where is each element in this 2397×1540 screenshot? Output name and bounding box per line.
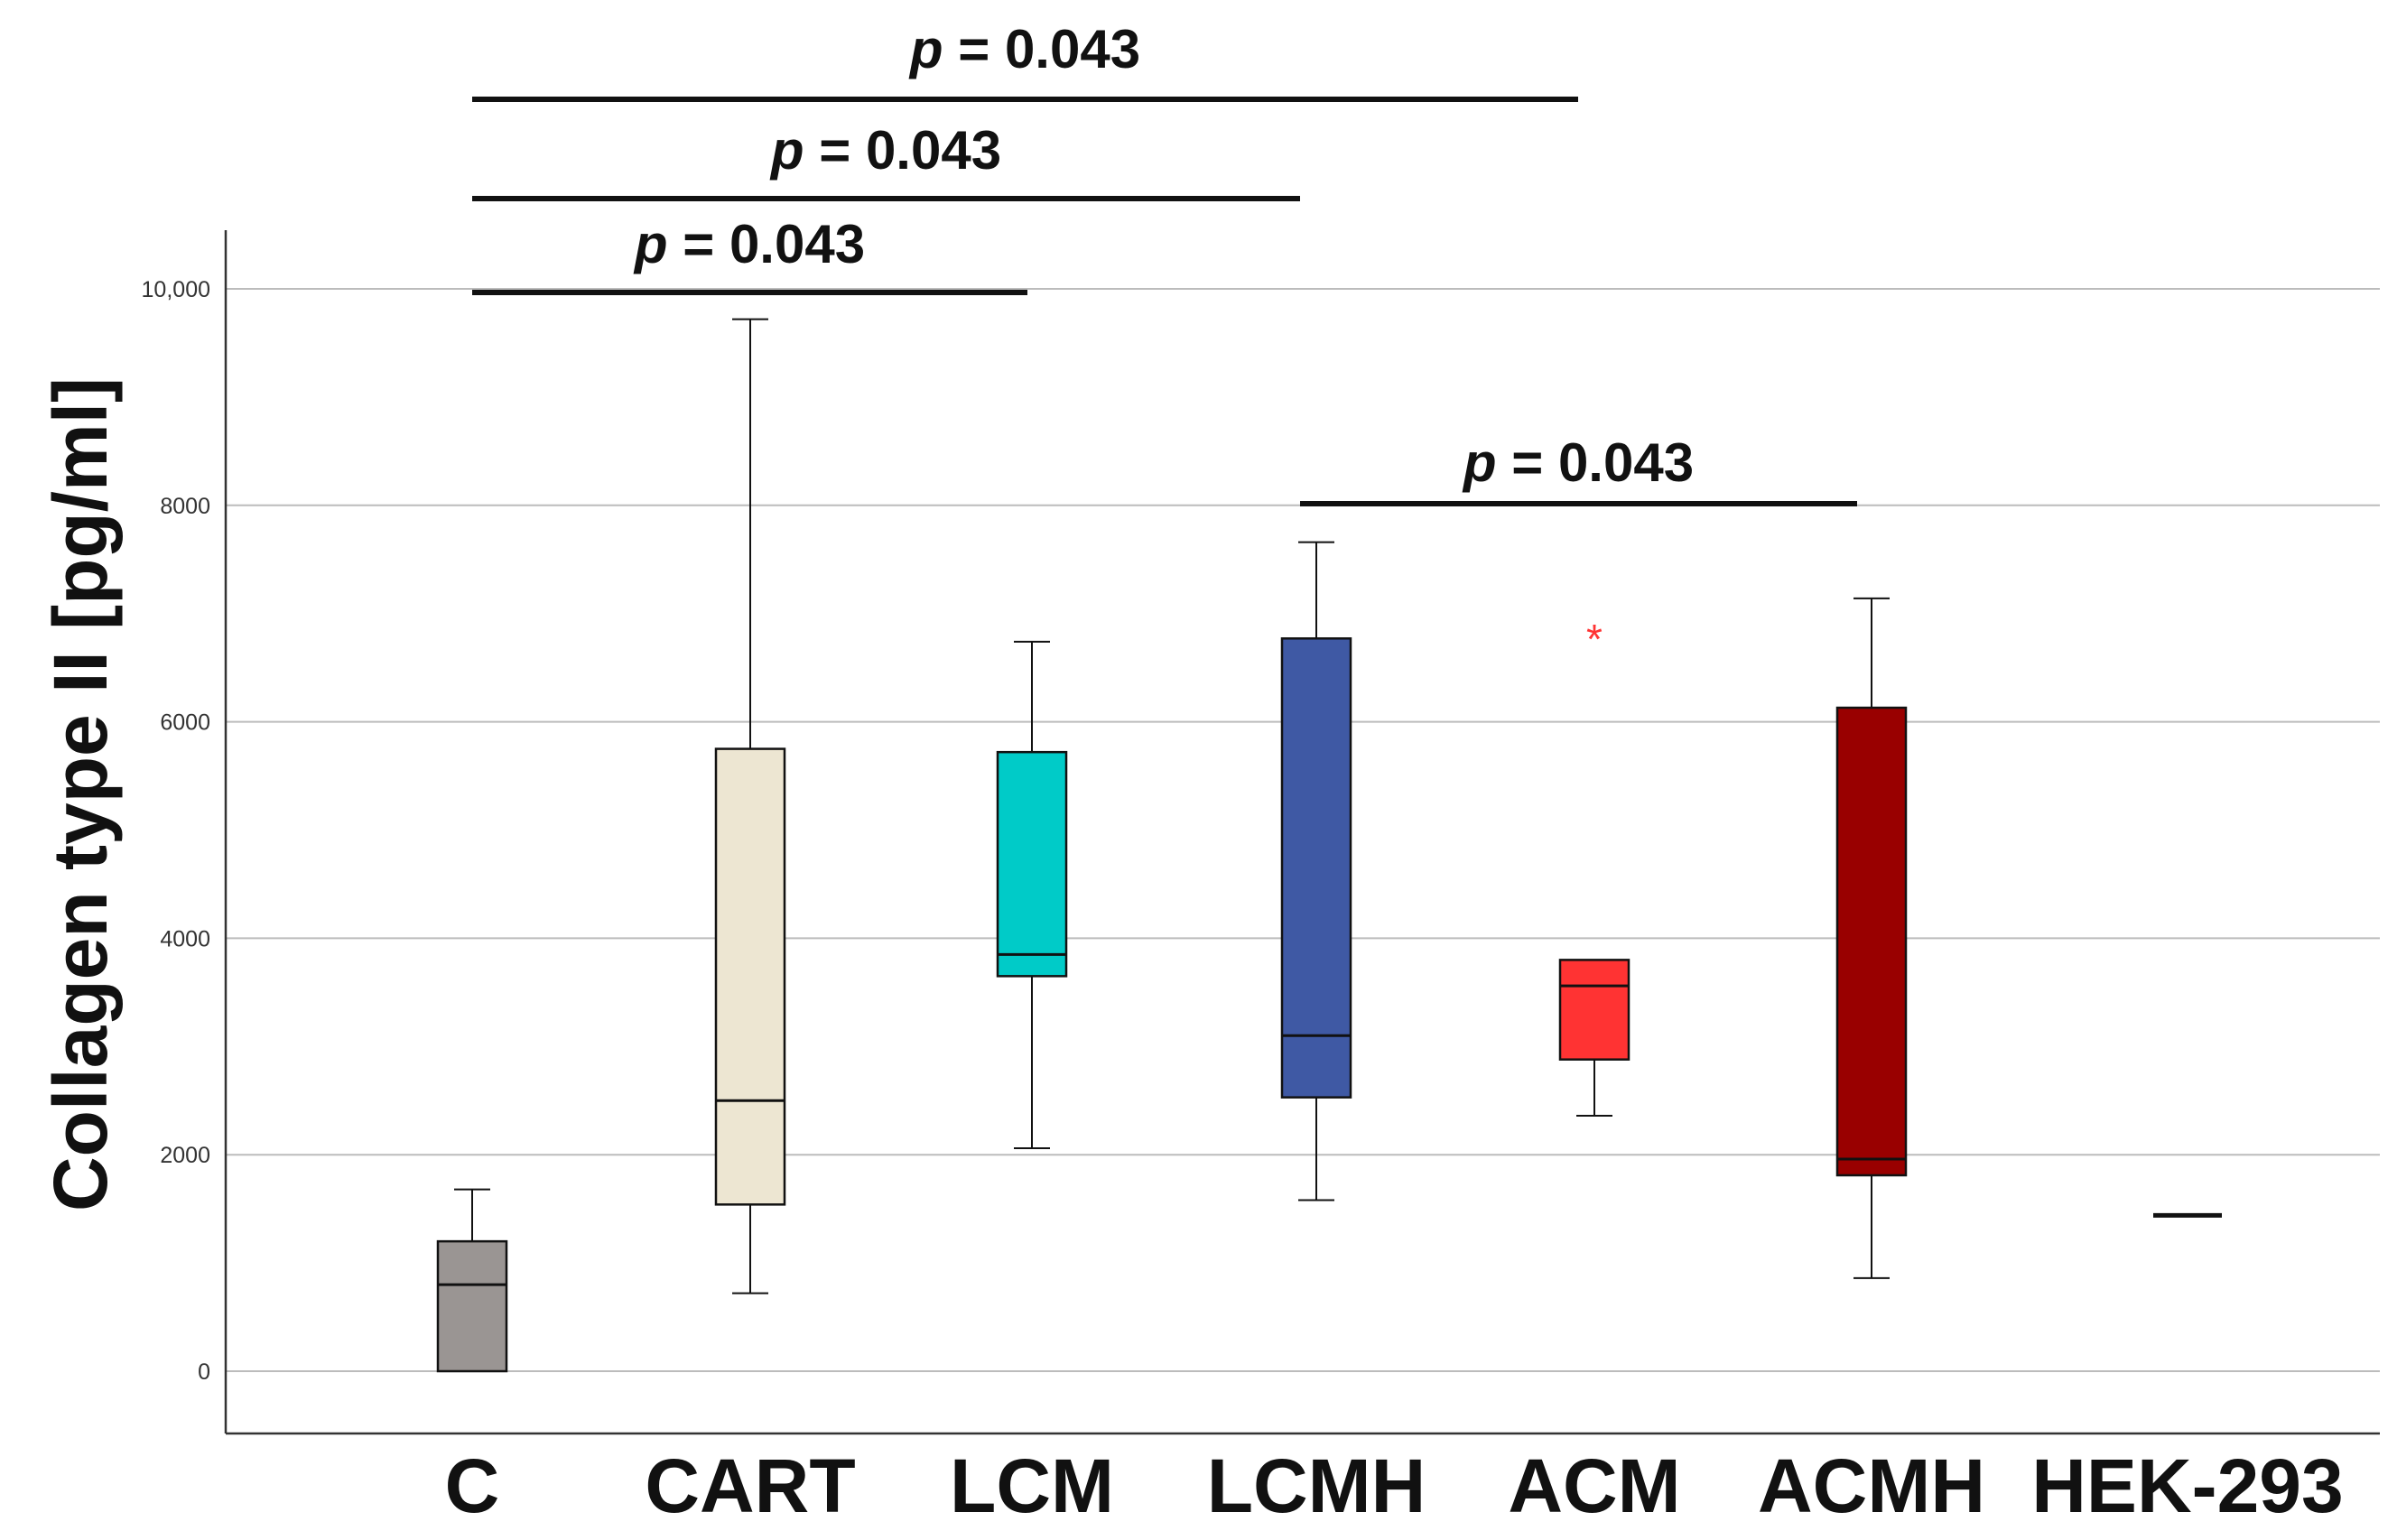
category-labels: C CART LCM LCMH ACM ACMH HEK-293 — [445, 1443, 2344, 1528]
x-category-label: CART — [645, 1443, 855, 1528]
p-value-label: p = 0.043 — [908, 19, 1140, 79]
y-tick-label: 4000 — [160, 926, 210, 951]
x-category-label: ACMH — [1758, 1443, 1985, 1528]
iqr-box — [1280, 637, 1352, 1099]
y-tick-label: 0 — [198, 1359, 210, 1385]
box-cart — [714, 318, 786, 1294]
iqr-box — [996, 750, 1068, 978]
y-axis-ticks: 0 2000 4000 6000 8000 10,000 — [142, 277, 210, 1385]
x-category-label: C — [445, 1443, 500, 1528]
y-tick-label: 2000 — [160, 1143, 210, 1168]
y-axis-title: Collagen type II [pg/ml] — [38, 377, 123, 1211]
p-value-label: p = 0.043 — [1462, 432, 1694, 493]
significance-annotation: p = 0.043 — [472, 19, 1578, 102]
significance-annotation: p = 0.043 — [472, 214, 1027, 295]
significance-annotation: p = 0.043 — [1300, 432, 1857, 506]
axes — [224, 230, 2380, 1435]
x-category-label: LCMH — [1207, 1443, 1426, 1528]
p-value-label: p = 0.043 — [633, 214, 865, 274]
y-tick-label: 8000 — [160, 494, 210, 519]
box-c — [436, 1188, 508, 1373]
significance-annotations: p = 0.043 p = 0.043 p = 0.043 p = 0.043 — [472, 19, 1857, 506]
box-series: * — [436, 318, 2222, 1373]
iqr-box — [1835, 706, 1908, 1177]
y-tick-label: 6000 — [160, 710, 210, 736]
p-value-label: p = 0.043 — [769, 120, 1001, 181]
y-tick-label: 10,000 — [142, 277, 210, 302]
outlier-point: * — [1586, 616, 1603, 663]
x-category-label: HEK-293 — [2031, 1443, 2343, 1528]
iqr-box — [714, 747, 786, 1206]
iqr-box — [1558, 959, 1631, 1061]
x-category-label: ACM — [1508, 1443, 1680, 1528]
box-lcm — [996, 640, 1068, 1150]
box-acmh — [1835, 597, 1908, 1279]
iqr-box — [436, 1239, 508, 1373]
box-lcmh — [1280, 541, 1352, 1201]
x-category-label: LCM — [950, 1443, 1114, 1528]
box-acm: * — [1558, 616, 1631, 1118]
significance-annotation: p = 0.043 — [472, 120, 1300, 201]
